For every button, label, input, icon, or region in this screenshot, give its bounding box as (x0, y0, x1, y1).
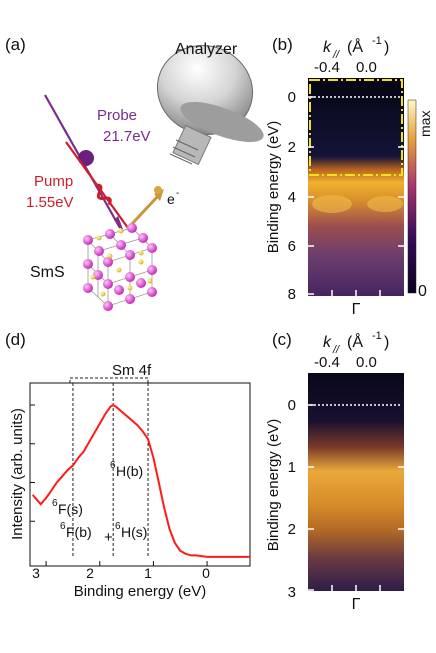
pump-energy: 1.55eV (26, 194, 74, 211)
panel-a-label: (a) (5, 35, 26, 54)
panel-b-arpes-image (308, 78, 404, 296)
zoom-region-box (309, 79, 403, 176)
panel-d-ticks (30, 404, 208, 566)
panel-b: (b) k // (Å -1 ) -0.4 0.0 0 2 4 6 8 Bind… (265, 35, 433, 318)
photoelectron-path (128, 194, 160, 228)
panel-c-ylabel: Binding energy (eV) (265, 419, 282, 552)
probe-label: Probe (97, 107, 137, 124)
k-symbol: k (323, 39, 332, 56)
panel-b-ytick: 2 (288, 139, 296, 156)
panel-c: (c) k // (Å -1 ) -0.4 0.0 0 1 2 3 Bindin… (265, 330, 404, 613)
colorbar-min-label: 0 (418, 283, 427, 300)
panel-c-ytick: 2 (288, 521, 296, 538)
panel-b-ytick: 0 (288, 89, 296, 106)
panel-c-arpes-image (308, 373, 404, 591)
panel-c-k-axis-title: k // (Å -1 ) (323, 330, 389, 356)
k-unit-close: ) (384, 334, 389, 351)
sm-atoms (83, 223, 157, 311)
panel-d: (d) Sm 4f 3 2 1 0 Binding energy (eV) In… (5, 330, 251, 600)
panel-d-xtick: 1 (144, 565, 152, 581)
sms-crystal-illustration (83, 223, 157, 311)
electron-label: e (167, 191, 175, 207)
panel-d-plot-frame (29, 382, 251, 567)
panel-c-ytick: 3 (288, 584, 296, 601)
panel-c-xtick: 0.0 (356, 354, 377, 371)
colorbar (407, 99, 417, 294)
k-unit: (Å (347, 37, 363, 56)
electron-sup: - (176, 188, 179, 199)
annotation-text: F(b) (66, 524, 92, 540)
k-unit-exponent: -1 (372, 35, 382, 47)
probe-pulse (78, 150, 94, 166)
panel-c-xtick: -0.4 (314, 354, 340, 371)
panel-d-label: (d) (5, 330, 26, 349)
panel-c-ytick: 1 (288, 459, 296, 476)
s-atoms (90, 228, 153, 297)
panel-b-k-axis-title: k // (Å -1 ) (323, 35, 389, 61)
probe-arrowhead (114, 216, 124, 232)
k-unit: (Å (347, 332, 363, 351)
panel-b-xtick: 0.0 (356, 59, 377, 76)
pump-label: Pump (34, 173, 73, 190)
sample-label: SmS (30, 264, 65, 281)
annotation-text: H(b) (116, 463, 143, 479)
electron-icon (154, 186, 162, 194)
panel-b-ylabel: Binding energy (eV) (265, 121, 282, 254)
colorbar-max-label: max (417, 111, 433, 137)
analyzer-label: Analyzer (175, 41, 238, 58)
panel-c-label: (c) (272, 330, 292, 349)
annotation-sup: 6 (110, 460, 116, 471)
panel-d-xlabel: Binding energy (eV) (74, 583, 207, 600)
annotation-sup: 6 (60, 521, 66, 532)
k-subscript: // (332, 344, 340, 356)
photoelectron-arrowhead (154, 189, 164, 201)
panel-b-label: (b) (272, 35, 293, 54)
panel-b-ytick: 8 (288, 286, 296, 303)
annotation-plus: + (104, 529, 113, 546)
annotation-6Fb-6Hs: 6 F(b) + 6 H(s) (60, 521, 147, 546)
k-unit-exponent: -1 (372, 330, 382, 342)
k-symbol: k (323, 334, 332, 351)
panel-d-xtick: 2 (86, 565, 94, 581)
panel-c-gamma-label: Γ (352, 596, 361, 613)
annotation-sup: 6 (115, 521, 121, 532)
annotation-6Hb: 6 H(b) (110, 460, 143, 479)
panel-d-spectrum-line (31, 403, 250, 558)
panel-d-xtick: 3 (32, 565, 40, 581)
panel-b-xtick: -0.4 (314, 59, 340, 76)
probe-energy: 21.7eV (103, 128, 151, 145)
panel-a: (a) Analyzer Probe 21.7eV Pump 1.55eV e … (5, 35, 264, 311)
panel-b-ytick: 6 (288, 238, 296, 255)
annotation-6Fs: 6 F(s) (52, 498, 83, 517)
panel-c-ytick: 0 (288, 397, 296, 414)
pump-pulse (94, 183, 112, 206)
k-unit-close: ) (384, 39, 389, 56)
panel-d-xtick: 0 (202, 565, 210, 581)
annotation-text: H(s) (121, 524, 147, 540)
analyzer-illustration (156, 45, 264, 166)
sm4f-bracket (69, 377, 149, 383)
panel-d-dashed-markers (72, 383, 149, 558)
sm4f-bracket-label: Sm 4f (112, 362, 152, 379)
k-subscript: // (332, 49, 340, 61)
panel-b-gamma-label: Γ (352, 301, 361, 318)
panel-d-ylabel: Intensity (arb. units) (9, 408, 26, 540)
annotation-text: F(s) (58, 501, 83, 517)
panel-b-ytick: 4 (288, 189, 296, 206)
annotation-sup: 6 (52, 498, 58, 509)
